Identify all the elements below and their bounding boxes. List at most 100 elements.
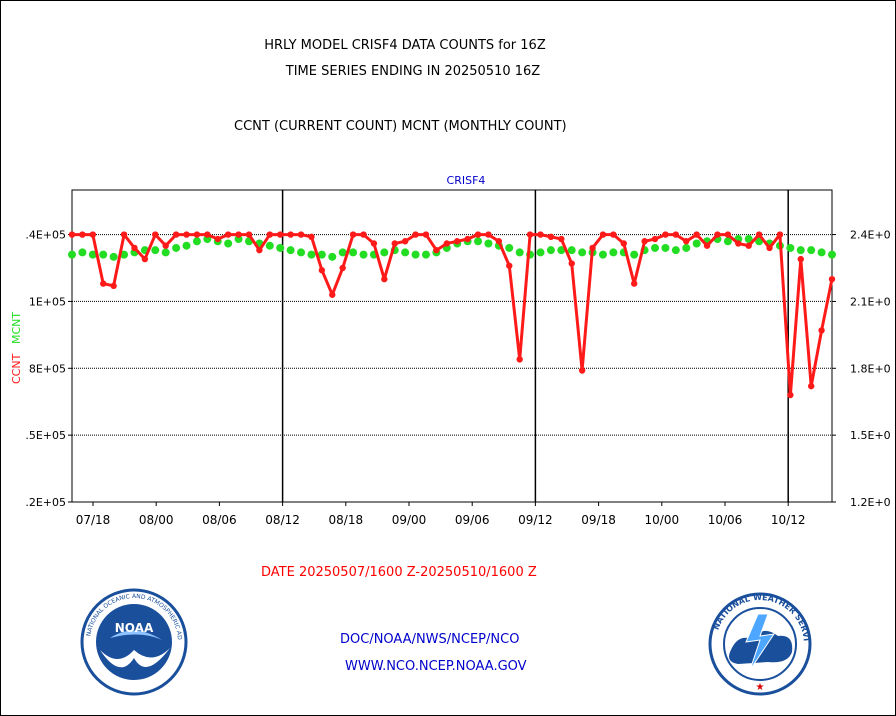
data-point-ccnt xyxy=(339,264,346,272)
data-point-mcnt xyxy=(661,243,670,252)
y-tick-label-right: 1.8E+0 xyxy=(850,362,891,375)
data-point-mcnt xyxy=(172,243,181,252)
svg-text:★: ★ xyxy=(756,682,765,693)
data-point-ccnt xyxy=(662,231,669,238)
series-line-ccnt xyxy=(72,233,834,397)
chart-subtitle: CCNT (CURRENT COUNT) MCNT (MONTHLY COUNT… xyxy=(234,119,567,134)
data-point-mcnt xyxy=(88,250,97,259)
data-point-ccnt xyxy=(287,231,294,238)
data-point-mcnt xyxy=(349,248,358,257)
data-point-mcnt xyxy=(515,248,524,257)
data-point-mcnt xyxy=(484,239,493,248)
data-point-ccnt xyxy=(828,275,836,283)
data-point-mcnt xyxy=(182,241,191,250)
data-point-mcnt xyxy=(692,239,701,248)
data-point-mcnt xyxy=(411,250,420,259)
data-point-ccnt xyxy=(224,231,232,238)
x-tick-label: 08/06 xyxy=(202,513,237,527)
data-point-ccnt xyxy=(162,242,169,249)
data-point-ccnt xyxy=(193,231,201,238)
x-tick-label: 09/06 xyxy=(455,513,490,527)
data-point-ccnt xyxy=(620,240,627,247)
data-point-ccnt xyxy=(204,231,211,238)
y-tick-label-left: 8E+05 xyxy=(29,362,66,375)
data-point-ccnt xyxy=(381,275,388,283)
data-point-mcnt xyxy=(807,246,816,255)
data-point-mcnt xyxy=(817,248,826,257)
data-point-mcnt xyxy=(276,243,285,252)
data-point-ccnt xyxy=(370,240,378,247)
data-point-ccnt xyxy=(308,233,315,240)
y-axis-label-mcnt: MCNT xyxy=(10,312,23,344)
data-point-ccnt xyxy=(797,255,804,263)
data-point-ccnt xyxy=(485,231,492,238)
data-point-mcnt xyxy=(307,250,316,259)
data-point-ccnt xyxy=(714,231,721,238)
data-point-ccnt xyxy=(318,267,326,274)
data-point-ccnt xyxy=(256,246,263,254)
data-point-ccnt xyxy=(360,231,367,238)
x-tick-label: 07/18 xyxy=(76,513,111,527)
data-point-ccnt xyxy=(100,280,107,287)
data-point-mcnt xyxy=(421,250,430,259)
data-point-ccnt xyxy=(183,231,190,238)
data-point-ccnt xyxy=(443,240,450,247)
data-point-ccnt xyxy=(516,356,523,363)
date-range-label: DATE 20250507/1600 Z-20250510/1600 Z xyxy=(261,565,537,580)
data-point-mcnt xyxy=(630,250,639,259)
data-point-ccnt xyxy=(245,231,253,238)
data-point-ccnt xyxy=(391,240,398,247)
data-point-mcnt xyxy=(557,246,566,255)
data-point-mcnt xyxy=(786,243,795,252)
data-point-mcnt xyxy=(68,250,76,259)
data-point-ccnt xyxy=(766,244,773,252)
data-point-mcnt xyxy=(609,248,618,257)
data-point-ccnt xyxy=(755,231,763,238)
chart-title-line1: HRLY MODEL CRISF4 DATA COUNTS for 16Z xyxy=(264,38,546,53)
y-axis-label-ccnt: CCNT xyxy=(10,353,23,384)
data-point-ccnt xyxy=(152,231,159,238)
footer-website: WWW.NCO.NCEP.NOAA.GOV xyxy=(345,659,527,674)
data-point-mcnt xyxy=(671,246,680,255)
data-point-ccnt xyxy=(745,242,752,249)
data-point-ccnt xyxy=(235,231,242,238)
data-point-ccnt xyxy=(506,262,513,269)
data-point-ccnt xyxy=(141,255,149,263)
plot-area xyxy=(71,189,833,503)
data-point-ccnt xyxy=(131,244,138,252)
data-point-mcnt xyxy=(338,248,347,257)
data-point-ccnt xyxy=(672,231,680,238)
data-point-ccnt xyxy=(526,231,534,238)
data-point-mcnt xyxy=(546,246,555,255)
data-point-mcnt xyxy=(99,250,108,259)
y-tick-label-right: 2.1E+0 xyxy=(850,295,891,308)
data-point-ccnt xyxy=(735,240,742,247)
data-point-mcnt xyxy=(598,250,607,259)
data-point-ccnt xyxy=(266,231,274,238)
data-point-mcnt xyxy=(109,252,118,261)
data-point-mcnt xyxy=(192,237,201,246)
x-tick-label: 10/06 xyxy=(708,513,743,527)
data-point-mcnt xyxy=(651,243,660,252)
data-point-mcnt xyxy=(78,248,87,257)
data-point-ccnt xyxy=(703,242,711,249)
x-tick-label: 08/12 xyxy=(265,513,300,527)
data-point-ccnt xyxy=(349,231,357,238)
y-tick-label-left: .5E+05 xyxy=(25,429,66,442)
data-point-ccnt xyxy=(214,235,221,243)
data-point-ccnt xyxy=(68,231,76,238)
data-point-mcnt xyxy=(578,248,587,257)
data-point-ccnt xyxy=(401,238,409,245)
data-point-ccnt xyxy=(89,231,97,238)
x-tick-label: 09/12 xyxy=(518,513,553,527)
data-point-ccnt xyxy=(651,235,659,243)
data-point-mcnt xyxy=(744,235,753,244)
data-point-ccnt xyxy=(537,231,544,238)
data-point-mcnt xyxy=(224,239,233,248)
noaa-logo-icon: NOAA NATIONAL OCEANIC AND ATMOSPHERIC AD… xyxy=(80,588,188,696)
data-point-ccnt xyxy=(630,280,638,287)
data-point-mcnt xyxy=(401,248,410,257)
data-point-ccnt xyxy=(412,231,419,238)
data-point-ccnt xyxy=(454,238,461,245)
